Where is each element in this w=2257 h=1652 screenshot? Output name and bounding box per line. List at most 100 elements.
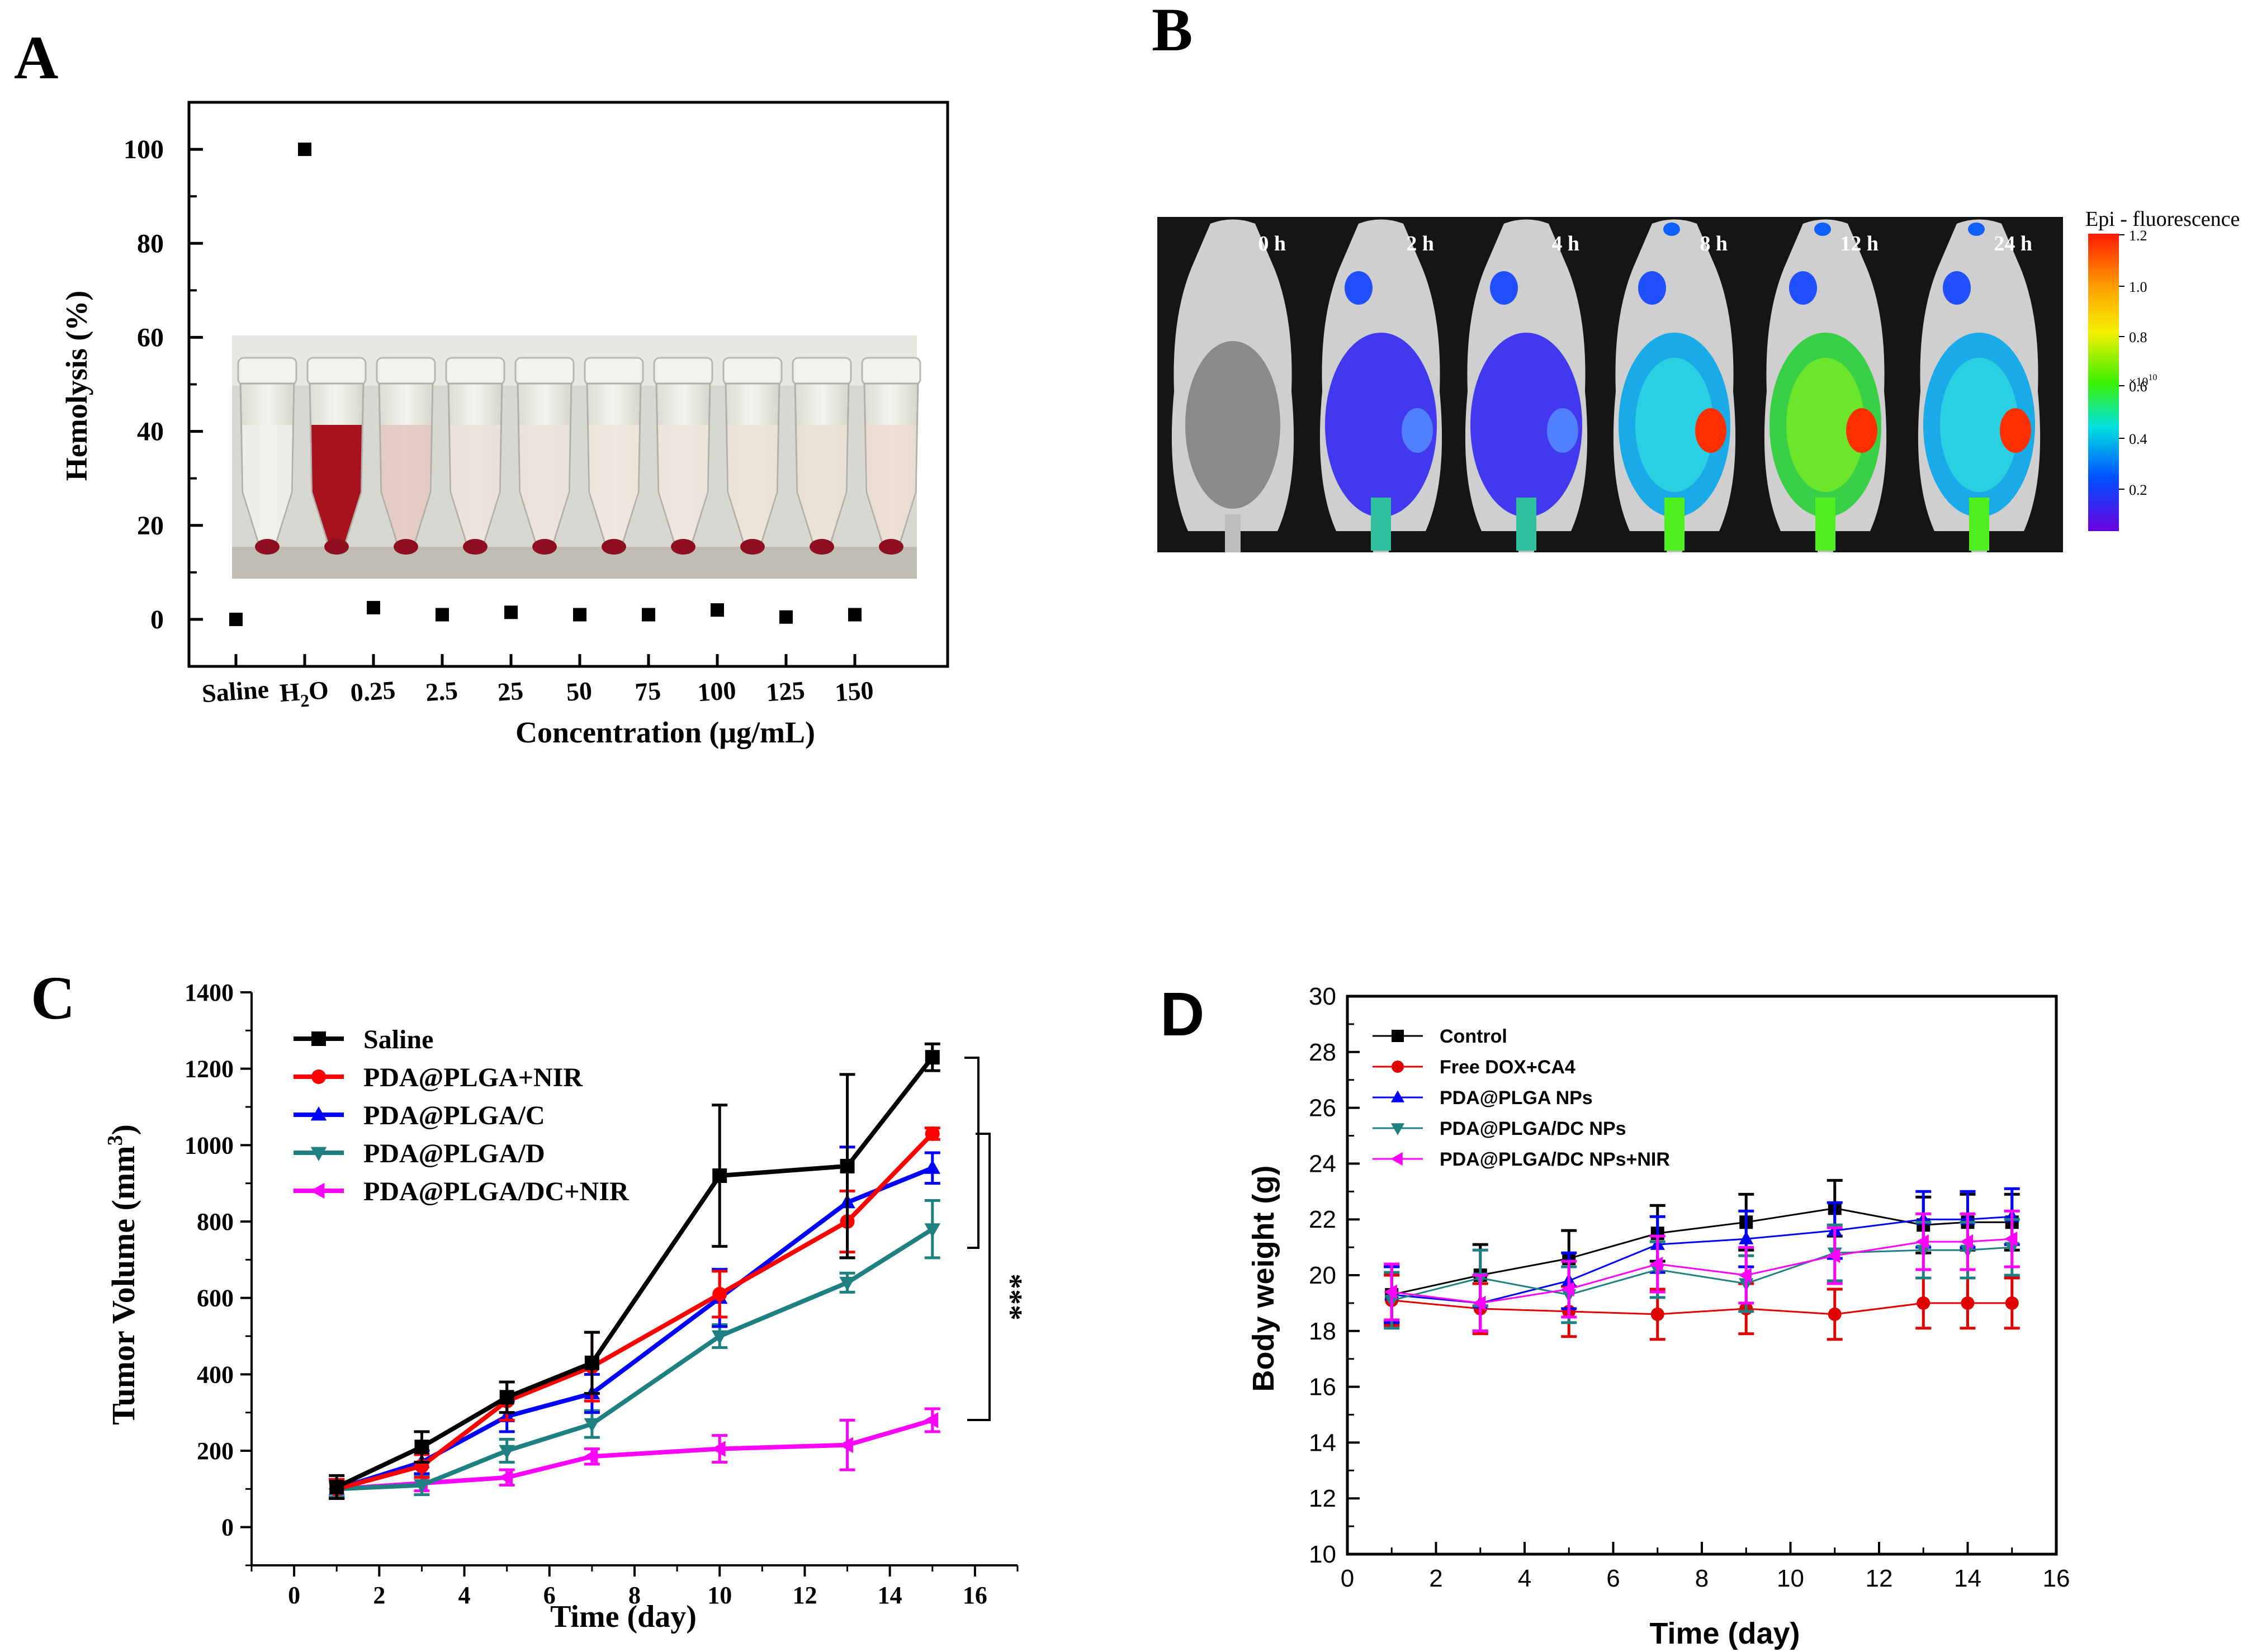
y-tick-label: 30 <box>1309 983 1336 1010</box>
mouse-image <box>1918 219 2041 552</box>
panel-d-letter: D <box>1160 980 1204 1049</box>
data-point <box>711 1330 728 1345</box>
panel-d-legend: Control Free DOX+CA4 PDA@PLGA NPs PDA@PLGA/… <box>1373 1026 1670 1170</box>
y-tick-label: 24 <box>1309 1150 1336 1177</box>
data-point <box>329 1479 344 1494</box>
legend-entry: Control <box>1373 1026 1507 1047</box>
mouse-image <box>1764 219 1887 552</box>
colorbar-tick-label: 0.2 <box>2129 482 2147 498</box>
data-point <box>1960 1234 1974 1249</box>
legend-marker <box>1390 1123 1405 1135</box>
legend-label: Control <box>1440 1026 1507 1047</box>
data-point <box>504 605 518 619</box>
series-Saline <box>329 1042 940 1500</box>
legend-label: Saline <box>363 1025 433 1054</box>
panel-c: C 0 200 400 600 800 1000 1200 1400 0 2 4 6 8 10 12 14 16… <box>31 964 1028 1634</box>
data-point <box>499 1445 515 1459</box>
legend-entry: PDA@PLGA/D <box>294 1139 545 1168</box>
panel-d-plot-frame <box>1346 995 2058 1556</box>
x-tick-label: 0 <box>288 1582 300 1609</box>
tube <box>792 357 852 555</box>
x-tick-label: 75 <box>634 676 661 706</box>
data-point <box>1961 1296 1975 1310</box>
tube <box>653 357 713 555</box>
time-label: 2 h <box>1406 232 1434 255</box>
data-point <box>712 1168 727 1183</box>
time-point-labels: 0 h 2 h 4 h 8 h 12 h 24 h <box>1258 232 2032 255</box>
panel-d-series <box>1384 1178 2020 1341</box>
x-tick-label: 2.5 <box>424 676 458 707</box>
data-point <box>642 608 655 622</box>
significance-brackets <box>964 1057 991 1421</box>
tube <box>376 357 436 555</box>
legend-entry: Saline <box>294 1025 433 1054</box>
time-label: 24 h <box>1994 232 2032 255</box>
panel-b-letter: B <box>1152 0 1193 64</box>
panel-a-letter: A <box>14 23 58 92</box>
data-point <box>1649 1256 1663 1272</box>
time-label: 12 h <box>1840 232 1879 255</box>
data-point <box>573 608 586 622</box>
data-point <box>298 143 311 157</box>
legend-label: PDA@PLGA/D <box>363 1139 545 1168</box>
x-tick-label: 2 <box>373 1582 385 1609</box>
x-tick-label: 6 <box>1606 1565 1620 1592</box>
x-tick-label: 4 <box>1518 1565 1531 1592</box>
colorbar-tick-label: 1.0 <box>2129 279 2147 295</box>
x-tick-label: 0.25 <box>349 675 396 707</box>
data-point <box>1915 1234 1929 1249</box>
data-point <box>839 1437 853 1454</box>
legend-entry: PDA@PLGA/DC NPs+NIR <box>1373 1149 1670 1170</box>
panel-c-letter: C <box>31 964 75 1032</box>
legend-marker <box>311 1031 326 1046</box>
legend-marker <box>1392 1061 1404 1073</box>
legend-entry: PDA@PLGA+NIR <box>294 1063 583 1092</box>
mouse-image <box>1319 219 1442 552</box>
x-tick-label: 0 <box>1341 1565 1354 1592</box>
legend-entry: PDA@PLGA/DC+NIR <box>294 1177 630 1206</box>
x-tick-label: 25 <box>496 676 524 706</box>
tube <box>584 357 644 555</box>
legend-label: Free DOX+CA4 <box>1440 1057 1575 1078</box>
colorbar-tick-label: 0.6 <box>2129 378 2147 395</box>
data-point <box>2005 1296 2019 1310</box>
y-tick-label: 100 <box>124 135 164 164</box>
data-point <box>924 1223 941 1238</box>
legend-marker <box>311 1069 326 1084</box>
x-tick-label: 12 <box>1866 1565 1893 1592</box>
x-tick-label: Saline <box>201 675 269 708</box>
time-label: 8 h <box>1700 232 1728 255</box>
legend-marker <box>1390 1090 1405 1102</box>
tube <box>514 357 575 555</box>
data-point <box>1650 1307 1664 1321</box>
x-tick-label: 12 <box>792 1582 817 1609</box>
legend-marker <box>310 1106 327 1121</box>
data-point <box>2004 1231 2018 1247</box>
y-tick-label: 20 <box>137 511 164 541</box>
panel-b: B 0 h 2 h 4 h 8 h 12 h 24 h Epi - fluorescenc… <box>1152 0 2240 552</box>
panel-c-y-label: Tumor Volume (mm3) <box>103 1124 141 1425</box>
mouse-imaging-photo <box>1157 217 2063 552</box>
legend-entry: PDA@PLGA/DC NPs <box>1373 1118 1626 1139</box>
legend-label: PDA@PLGA/DC NPs+NIR <box>1440 1149 1670 1170</box>
data-point <box>583 1448 598 1465</box>
y-tick-label: 80 <box>137 229 164 258</box>
y-tick-label: 26 <box>1309 1095 1336 1122</box>
y-tick-label: 16 <box>1309 1374 1336 1401</box>
data-point <box>414 1479 430 1494</box>
y-tick-label: 1000 <box>184 1132 234 1159</box>
panel-d-x-label: Time (day) <box>1649 1617 1800 1650</box>
data-point <box>229 612 243 626</box>
panel-a-y-label: Hemolysis (%) <box>60 291 93 481</box>
y-tick-label: 0 <box>221 1514 234 1541</box>
legend-label: PDA@PLGA/DC NPs <box>1440 1118 1626 1139</box>
x-tick-label: 4 <box>458 1582 471 1609</box>
x-tick-label: 16 <box>2043 1565 2070 1592</box>
data-point <box>1738 1267 1752 1283</box>
data-point <box>1917 1296 1930 1310</box>
legend-entry: Free DOX+CA4 <box>1373 1057 1575 1078</box>
y-tick-label: 1400 <box>184 979 234 1006</box>
x-tick-label: 16 <box>963 1582 987 1609</box>
data-point <box>1827 1248 1840 1263</box>
